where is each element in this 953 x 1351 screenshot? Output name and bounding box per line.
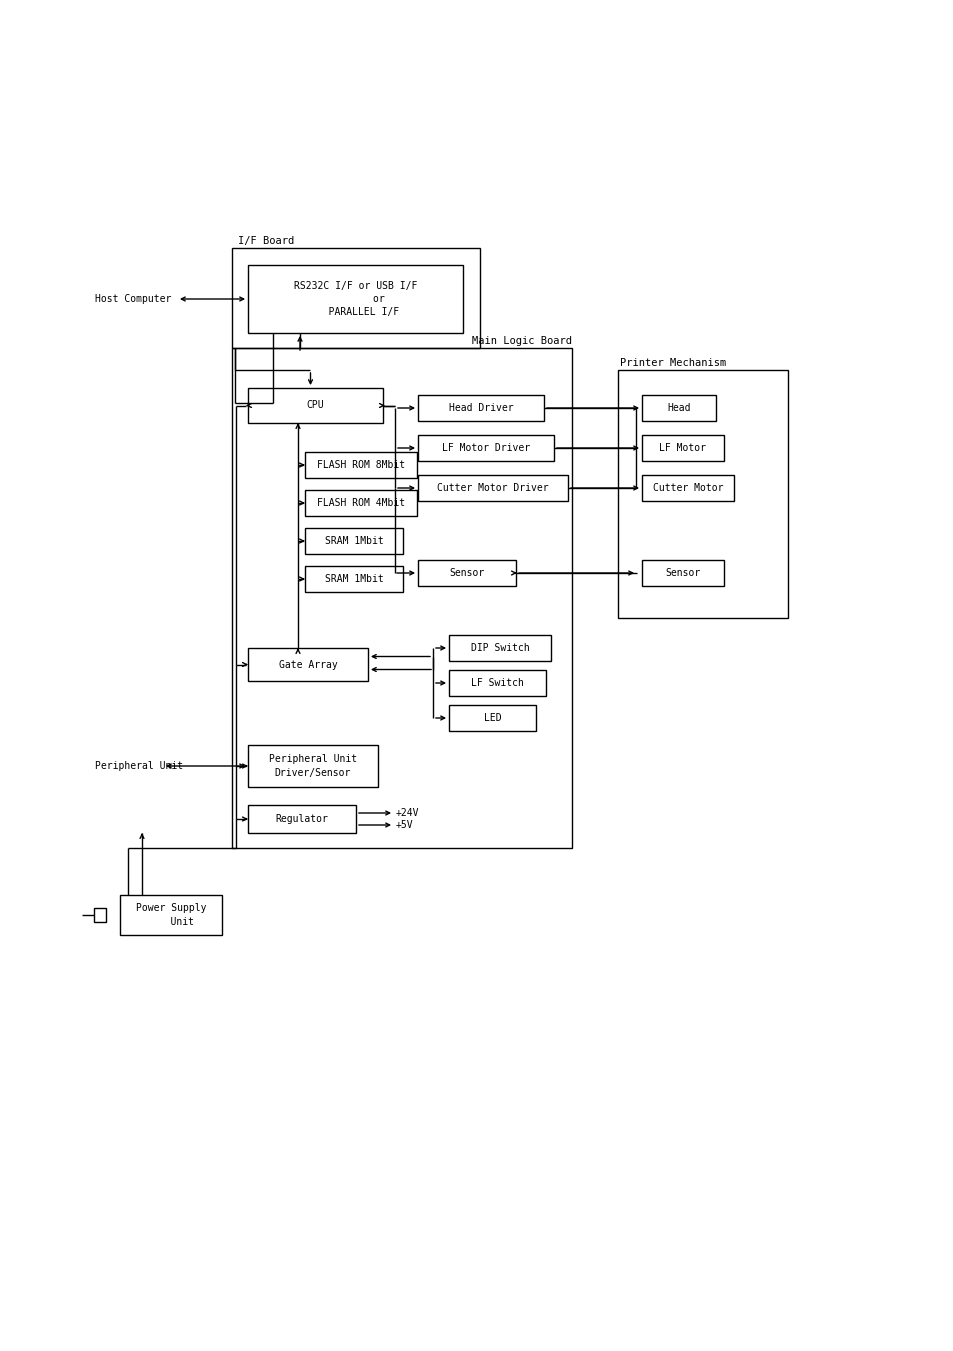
Text: DIP Switch: DIP Switch: [470, 643, 529, 653]
Text: SRAM 1Mbit: SRAM 1Mbit: [324, 574, 383, 584]
Bar: [248, 648, 368, 681]
Bar: [232, 349, 572, 848]
Text: Power Supply
    Unit: Power Supply Unit: [135, 904, 206, 927]
Text: Peripheral Unit: Peripheral Unit: [95, 761, 183, 771]
Text: +5V: +5V: [395, 820, 414, 830]
Bar: [449, 670, 545, 696]
Text: LF Motor: LF Motor: [659, 443, 706, 453]
Bar: [120, 894, 222, 935]
Bar: [641, 561, 723, 586]
Bar: [417, 561, 516, 586]
Text: CPU: CPU: [306, 400, 324, 411]
Bar: [449, 635, 551, 661]
Text: LED: LED: [483, 713, 500, 723]
Bar: [417, 394, 543, 422]
Bar: [248, 388, 382, 423]
Text: Printer Mechanism: Printer Mechanism: [619, 358, 725, 367]
Bar: [618, 370, 787, 617]
Text: SRAM 1Mbit: SRAM 1Mbit: [324, 536, 383, 546]
Bar: [232, 249, 479, 349]
Text: Host Computer: Host Computer: [95, 295, 172, 304]
Text: LF Motor Driver: LF Motor Driver: [441, 443, 530, 453]
Text: FLASH ROM 4Mbit: FLASH ROM 4Mbit: [316, 499, 405, 508]
Bar: [305, 453, 416, 478]
Text: I/F Board: I/F Board: [237, 236, 294, 246]
Bar: [248, 744, 377, 788]
Text: +24V: +24V: [395, 808, 419, 817]
Text: RS232C I/F or USB I/F
        or
   PARALLEL I/F: RS232C I/F or USB I/F or PARALLEL I/F: [294, 281, 416, 317]
Bar: [417, 435, 554, 461]
Bar: [94, 908, 106, 921]
Text: Head: Head: [666, 403, 690, 413]
Text: Main Logic Board: Main Logic Board: [472, 336, 572, 346]
Text: Gate Array: Gate Array: [278, 659, 337, 670]
Bar: [248, 805, 355, 834]
Text: LF Switch: LF Switch: [471, 678, 523, 688]
Bar: [641, 394, 716, 422]
Text: Cutter Motor Driver: Cutter Motor Driver: [436, 484, 548, 493]
Text: Peripheral Unit
Driver/Sensor: Peripheral Unit Driver/Sensor: [269, 754, 356, 778]
Bar: [417, 476, 567, 501]
Bar: [641, 476, 733, 501]
Bar: [305, 566, 402, 592]
Text: Sensor: Sensor: [449, 567, 484, 578]
Bar: [248, 265, 462, 332]
Text: FLASH ROM 8Mbit: FLASH ROM 8Mbit: [316, 459, 405, 470]
Bar: [641, 435, 723, 461]
Text: Cutter Motor: Cutter Motor: [652, 484, 722, 493]
Bar: [305, 490, 416, 516]
Bar: [449, 705, 536, 731]
Text: Regulator: Regulator: [275, 815, 328, 824]
Bar: [305, 528, 402, 554]
Text: Sensor: Sensor: [664, 567, 700, 578]
Text: Head Driver: Head Driver: [448, 403, 513, 413]
